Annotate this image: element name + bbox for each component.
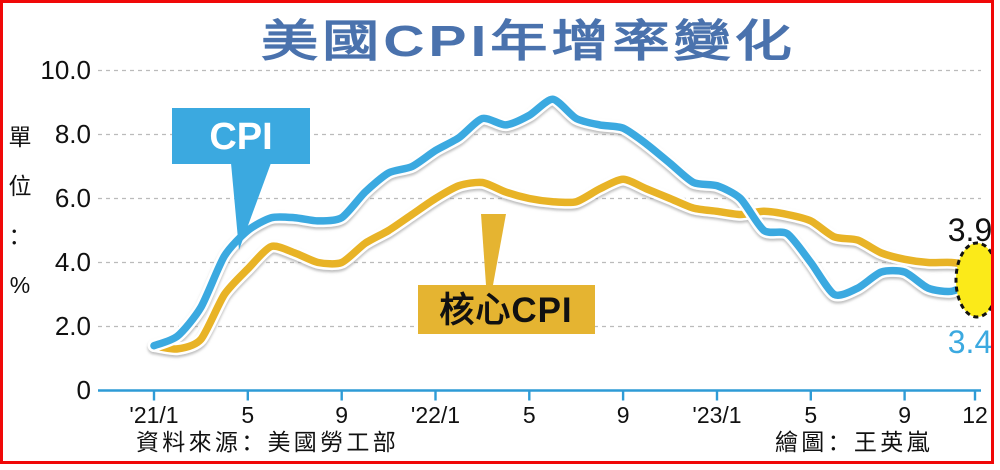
svg-text:3.4: 3.4: [948, 324, 992, 360]
svg-text:核心CPI: 核心CPI: [439, 291, 572, 330]
svg-text:3.9: 3.9: [948, 212, 992, 248]
svg-text:CPI: CPI: [209, 116, 272, 158]
